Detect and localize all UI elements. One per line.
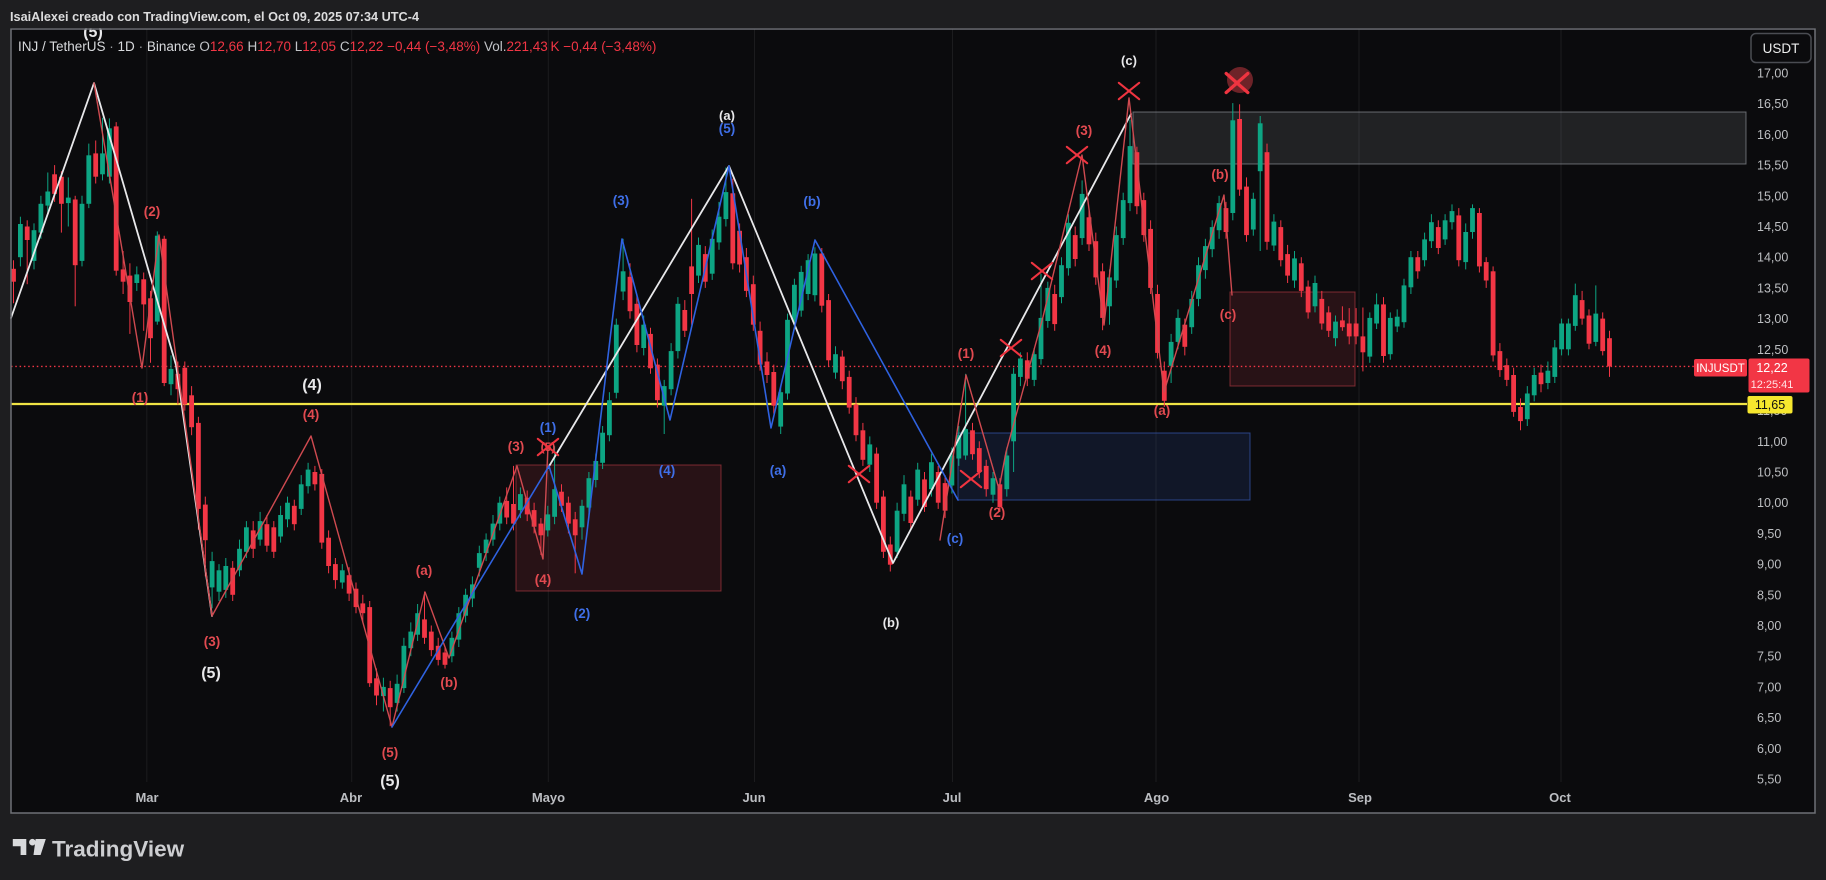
svg-text:(b): (b)	[803, 194, 820, 209]
svg-text:Ago: Ago	[1144, 790, 1169, 805]
svg-text:8,00: 8,00	[1757, 619, 1781, 633]
svg-text:12,22: 12,22	[1756, 361, 1787, 375]
svg-text:12:25:41: 12:25:41	[1751, 379, 1794, 391]
svg-text:(4): (4)	[1095, 343, 1112, 358]
svg-text:(2): (2)	[989, 505, 1006, 520]
svg-text:(1): (1)	[958, 346, 975, 361]
svg-text:(3): (3)	[508, 439, 525, 454]
svg-text:6,00: 6,00	[1757, 742, 1781, 756]
svg-text:15,00: 15,00	[1757, 189, 1788, 203]
svg-text:IsaiAlexei creado con TradingV: IsaiAlexei creado con TradingView.com, e…	[10, 10, 419, 24]
svg-text:10,50: 10,50	[1757, 466, 1788, 480]
svg-text:Oct: Oct	[1549, 790, 1571, 805]
svg-text:INJUSDT: INJUSDT	[1696, 363, 1745, 375]
svg-text:12,50: 12,50	[1757, 343, 1788, 357]
svg-text:Mar: Mar	[135, 790, 158, 805]
svg-text:7,00: 7,00	[1757, 680, 1781, 694]
svg-text:16,00: 16,00	[1757, 128, 1788, 142]
svg-text:Sep: Sep	[1348, 790, 1372, 805]
svg-text:11,00: 11,00	[1757, 435, 1787, 449]
svg-text:9,00: 9,00	[1757, 558, 1781, 572]
svg-text:13,50: 13,50	[1757, 281, 1788, 295]
svg-text:15,50: 15,50	[1757, 159, 1788, 173]
svg-text:(4): (4)	[535, 572, 552, 587]
svg-text:(3): (3)	[204, 634, 221, 649]
svg-text:14,00: 14,00	[1757, 251, 1788, 265]
svg-text:(2): (2)	[144, 204, 161, 219]
svg-text:6,50: 6,50	[1757, 711, 1781, 725]
svg-text:(4): (4)	[303, 407, 320, 422]
svg-text:(2): (2)	[574, 606, 591, 621]
svg-text:Jun: Jun	[742, 790, 765, 805]
svg-text:(3): (3)	[613, 193, 630, 208]
svg-text:(4): (4)	[302, 377, 322, 394]
svg-text:17,00: 17,00	[1757, 67, 1788, 81]
svg-text:(a): (a)	[416, 563, 433, 578]
svg-text:(5): (5)	[201, 665, 221, 682]
svg-text:5,50: 5,50	[1757, 773, 1781, 787]
svg-text:(c): (c)	[1121, 53, 1137, 68]
svg-text:(5): (5)	[719, 121, 736, 136]
svg-text:(c): (c)	[947, 531, 964, 546]
svg-text:INJ / TetherUS · 1D · Binance: INJ / TetherUS · 1D · Binance O12,66 H12…	[18, 39, 656, 54]
svg-text:(1): (1)	[540, 420, 557, 435]
svg-text:Jul: Jul	[943, 790, 962, 805]
svg-text:(a): (a)	[770, 463, 787, 478]
svg-text:(1): (1)	[132, 390, 149, 405]
svg-text:(4): (4)	[659, 463, 676, 478]
svg-text:USDT: USDT	[1763, 41, 1800, 56]
svg-text:(5): (5)	[382, 745, 399, 760]
svg-text:8,50: 8,50	[1757, 588, 1781, 602]
svg-text:(b): (b)	[1211, 167, 1228, 182]
svg-text:Mayo: Mayo	[532, 790, 565, 805]
svg-text:(a): (a)	[719, 108, 735, 123]
svg-text:(a): (a)	[1154, 403, 1171, 418]
svg-text:10,00: 10,00	[1757, 496, 1788, 510]
svg-text:9,50: 9,50	[1757, 527, 1781, 541]
svg-text:(b): (b)	[440, 675, 457, 690]
svg-text:7,50: 7,50	[1757, 650, 1781, 664]
svg-text:(b): (b)	[883, 615, 900, 630]
svg-text:13,00: 13,00	[1757, 312, 1788, 326]
svg-text:11,65: 11,65	[1755, 398, 1785, 412]
svg-text:16,50: 16,50	[1757, 97, 1788, 111]
svg-text:Abr: Abr	[340, 790, 362, 805]
svg-text:(5): (5)	[380, 773, 400, 790]
svg-text:(c): (c)	[1220, 307, 1237, 322]
svg-text:14,50: 14,50	[1757, 220, 1788, 234]
svg-text:TradingView: TradingView	[52, 837, 185, 862]
svg-text:(3): (3)	[1076, 123, 1093, 138]
